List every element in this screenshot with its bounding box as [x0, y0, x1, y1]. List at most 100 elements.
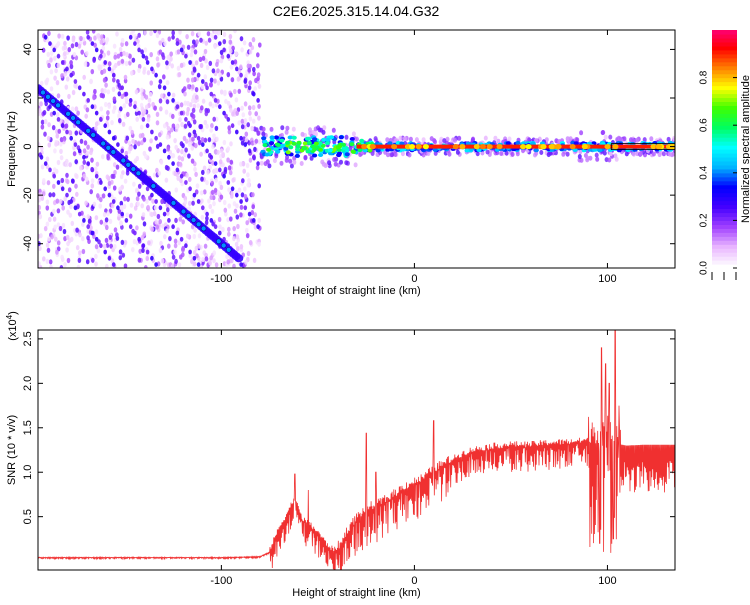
noise-speck: [251, 192, 255, 198]
trace-peak: [180, 208, 187, 215]
noise-speck: [248, 240, 253, 246]
noise-speck: [212, 250, 217, 256]
noise-speck: [144, 94, 149, 100]
noise-speck: [187, 153, 191, 159]
noise-speck: [94, 121, 99, 127]
noise-streak-dot: [213, 161, 218, 167]
bottom-y-tick-label: 1.5: [22, 420, 34, 435]
noise-streak-dot: [192, 192, 197, 198]
carrier-peak-dot: [391, 144, 398, 150]
noise-speck: [158, 132, 162, 138]
noise-streak-dot: [158, 79, 163, 84]
noise-speck: [165, 228, 169, 234]
noise-speck: [166, 207, 170, 213]
noise-streak-dot: [103, 123, 107, 129]
carrier-halo: [568, 136, 573, 142]
carrier-band: [318, 153, 324, 157]
carrier-band: [505, 141, 511, 146]
noise-speck: [226, 100, 231, 106]
noise-streak-dot: [103, 249, 107, 255]
noise-streak-dot: [179, 236, 184, 242]
noise-speck: [200, 214, 205, 220]
noise-speck: [141, 212, 146, 218]
chart-title: C2E6.2025.315.14.04.G32: [273, 3, 440, 19]
noise-speck: [48, 216, 52, 223]
noise-streak-dot: [218, 41, 222, 46]
noise-speck: [253, 224, 258, 230]
noise-speck: [205, 123, 209, 129]
noise-speck: [178, 161, 183, 167]
carrier-band: [269, 135, 275, 140]
noise-streak-dot: [48, 104, 52, 110]
noise-speck: [191, 107, 196, 113]
carrier-halo: [353, 162, 358, 168]
carrier-halo: [407, 152, 412, 158]
noise-speck: [204, 256, 209, 262]
noise-speck: [92, 95, 96, 101]
noise-streak-dot: [103, 186, 107, 192]
noise-streak-dot: [150, 192, 154, 198]
noise-speck: [229, 107, 233, 113]
noise-speck: [111, 108, 116, 114]
noise-speck: [123, 196, 127, 202]
carrier-peak-dot: [496, 144, 503, 150]
noise-streak-dot: [192, 66, 197, 72]
noise-speck: [131, 57, 136, 63]
noise-streak-dot: [99, 243, 103, 249]
noise-speck: [236, 245, 240, 252]
carrier-halo: [332, 157, 337, 162]
noise-speck: [168, 236, 172, 242]
spectrogram-panel: -100 0 100 -40 -20 0 20 40 Height of straight li…: [6, 29, 676, 297]
noise-speck: [73, 83, 77, 89]
noise-speck: [56, 222, 61, 228]
noise-speck: [173, 138, 177, 144]
colorbar-step: [712, 212, 737, 218]
noise-speck: [53, 75, 57, 81]
noise-speck: [253, 86, 257, 92]
carrier-peak-dot: [581, 144, 588, 150]
noise-speck: [105, 174, 110, 180]
noise-speck: [210, 180, 215, 186]
noise-speck: [213, 149, 218, 155]
noise-speck: [233, 30, 237, 34]
noise-speck: [54, 68, 58, 74]
noise-speck: [125, 52, 129, 58]
noise-speck: [208, 260, 212, 266]
noise-speck: [39, 80, 44, 86]
noise-speck: [156, 62, 160, 68]
colorbar-step: [712, 117, 737, 122]
trace-peak: [120, 157, 127, 164]
noise-speck: [82, 74, 86, 80]
noise-streak-dot: [60, 186, 65, 192]
noise-streak-dot: [222, 47, 226, 53]
trace-peak: [125, 162, 132, 168]
noise-speck: [45, 221, 50, 227]
noise-speck: [255, 52, 260, 58]
noise-speck: [195, 183, 200, 189]
noise-speck: [108, 239, 112, 245]
colorbar-step: [712, 220, 737, 225]
noise-streak-dot: [235, 66, 239, 72]
noise-speck: [243, 186, 247, 192]
noise-speck: [226, 217, 230, 223]
noise-speck: [60, 33, 65, 39]
noise-speck: [192, 119, 197, 125]
noise-speck: [112, 77, 116, 83]
noise-speck: [204, 40, 209, 46]
noise-streak-dot: [154, 199, 158, 204]
carrier-halo: [272, 158, 277, 164]
noise-streak-dot: [145, 60, 150, 65]
noise-speck: [155, 224, 159, 230]
carrier-halo: [322, 125, 327, 131]
colorbar-step: [712, 85, 737, 91]
noise-speck: [227, 226, 231, 232]
noise-speck: [246, 182, 250, 188]
noise-speck: [214, 125, 219, 131]
noise-speck: [126, 111, 130, 117]
noise-speck: [123, 74, 128, 80]
carrier-blob: [285, 150, 291, 155]
noise-speck: [65, 179, 70, 185]
noise-speck: [244, 131, 249, 137]
noise-speck: [46, 51, 51, 58]
noise-speck: [158, 219, 162, 225]
